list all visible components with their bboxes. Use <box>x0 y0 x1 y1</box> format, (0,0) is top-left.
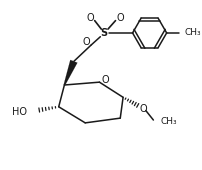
Text: O: O <box>101 75 109 85</box>
Text: O: O <box>139 104 147 114</box>
Text: CH₃: CH₃ <box>185 28 201 37</box>
Text: O: O <box>82 37 90 47</box>
Text: O: O <box>86 13 94 23</box>
Polygon shape <box>64 60 77 85</box>
Text: O: O <box>116 13 124 23</box>
Text: HO: HO <box>13 107 27 116</box>
Text: S: S <box>101 28 108 38</box>
Text: CH₃: CH₃ <box>161 117 178 126</box>
